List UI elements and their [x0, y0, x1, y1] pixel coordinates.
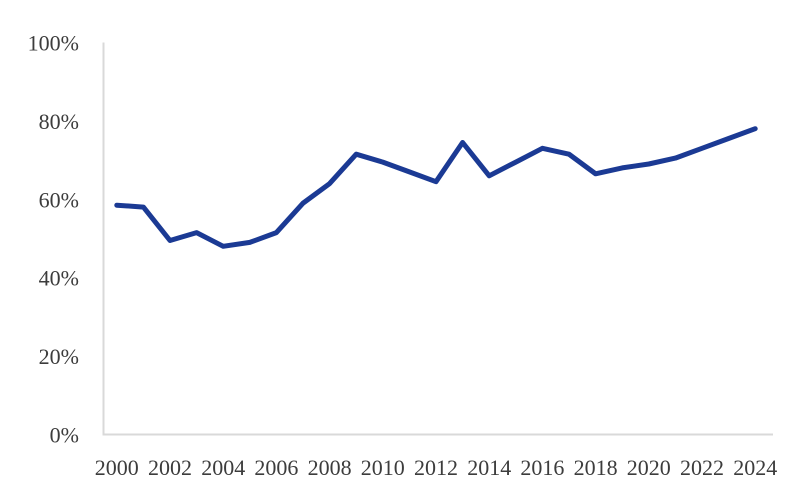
x-tick-label: 2006	[254, 455, 298, 480]
y-tick-label: 100%	[28, 31, 79, 56]
x-tick-label: 2014	[467, 455, 511, 480]
y-tick-label: 40%	[39, 266, 79, 291]
y-tick-label: 60%	[39, 187, 79, 212]
x-tick-label: 2016	[520, 455, 564, 480]
y-tick-label: 20%	[39, 344, 79, 369]
x-tick-label: 2010	[361, 455, 405, 480]
x-tick-label: 2002	[148, 455, 192, 480]
x-tick-label: 2004	[201, 455, 245, 480]
x-tick-label: 2018	[574, 455, 618, 480]
x-tick-label: 2012	[414, 455, 458, 480]
x-tick-label: 2000	[95, 455, 139, 480]
x-tick-label: 2020	[627, 455, 671, 480]
x-tick-label: 2024	[733, 455, 777, 480]
y-tick-label: 0%	[50, 423, 79, 448]
x-tick-label: 2008	[308, 455, 352, 480]
x-tick-label: 2022	[680, 455, 724, 480]
y-tick-label: 80%	[39, 109, 79, 134]
data-series-line	[114, 126, 758, 249]
